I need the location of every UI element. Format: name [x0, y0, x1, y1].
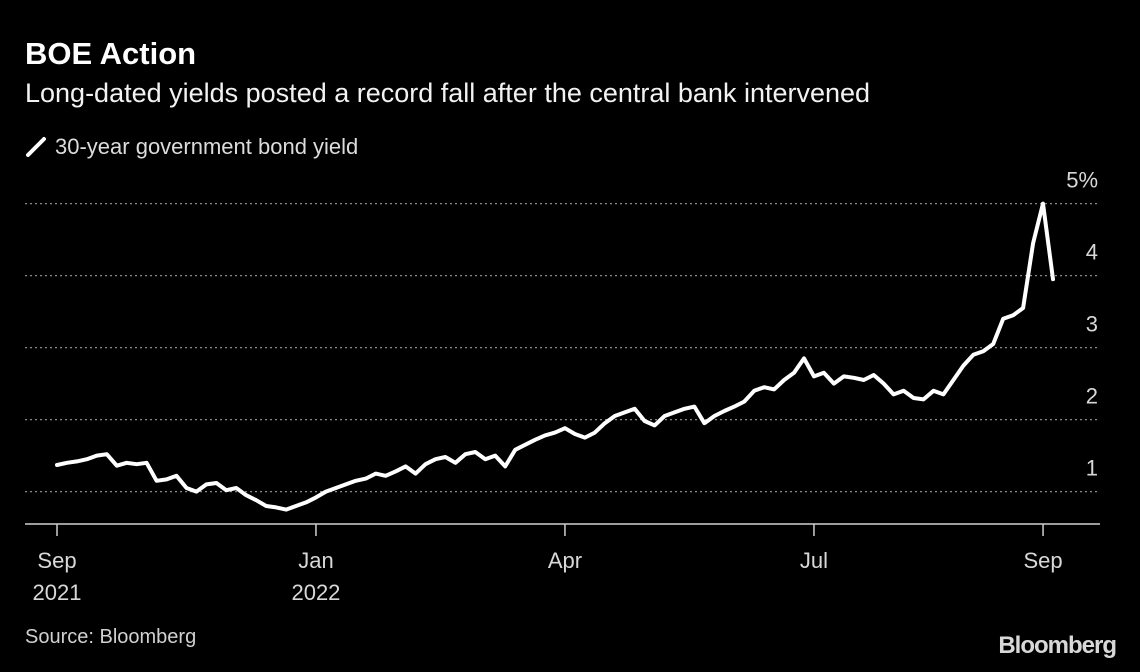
legend-label: 30-year government bond yield [55, 134, 359, 159]
x-tick-label: Sep [1023, 548, 1063, 573]
x-tick-label: Apr [547, 548, 583, 573]
y-tick-label: 5% [1066, 168, 1098, 193]
data-line [55, 201, 1055, 512]
x-tick-label: Sep 2021 [32, 548, 82, 605]
legend: 30-year government bond yield [25, 134, 358, 160]
brand-logo: Bloomberg [998, 632, 1117, 659]
chart-title: BOE Action [25, 36, 197, 71]
chart-subtitle: Long-dated yields posted a record fall a… [25, 78, 871, 108]
x-tick-label: Jan 2022 [291, 548, 341, 605]
y-tick-label: 4 [1086, 240, 1098, 265]
y-tick-label: 2 [1086, 384, 1098, 409]
source: Source: Bloomberg [25, 626, 197, 648]
x-tick-label: Jul [799, 548, 829, 573]
legend-swatch [26, 137, 46, 157]
y-tick-label: 3 [1086, 312, 1098, 337]
y-tick-label: 1 [1086, 456, 1098, 481]
